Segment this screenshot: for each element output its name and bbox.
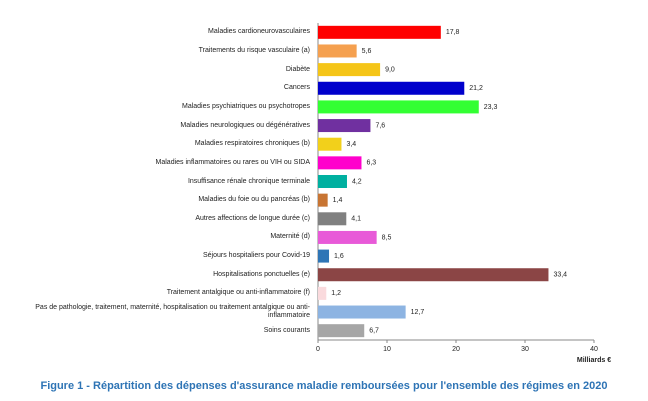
- value-label: 9,0: [385, 66, 395, 73]
- bar: [318, 324, 365, 338]
- bar: [318, 193, 328, 207]
- chart-title: Figure 1 - Répartition des dépenses d'as…: [40, 380, 608, 392]
- x-tick-label: 10: [383, 346, 391, 353]
- x-axis-label: Milliards €: [577, 357, 611, 364]
- y-tick-label: Maladies cardioneurovasculaires: [208, 28, 310, 36]
- bar: [318, 44, 357, 58]
- y-tick-label: Autres affections de longue durée (c): [195, 214, 310, 222]
- bar: [318, 25, 441, 39]
- value-label: 8,5: [382, 234, 392, 241]
- bar: [318, 249, 330, 263]
- value-label: 23,3: [484, 104, 498, 111]
- y-tick-label: Hospitalisations ponctuelles (e): [213, 270, 310, 278]
- y-tick-label: Soins courants: [263, 326, 310, 334]
- y-tick-label: Insuffisance rénale chronique terminale: [187, 177, 310, 185]
- value-label: 6,7: [369, 328, 379, 335]
- y-tick-label: Pas de pathologie, traitement, maternité…: [35, 304, 310, 320]
- bar: [318, 212, 347, 226]
- y-tick-label: Séjours hospitaliers pour Covid-19: [203, 252, 310, 260]
- bar: [318, 268, 549, 282]
- y-tick-label: Maladies du foie ou du pancréas (b): [198, 196, 310, 204]
- y-tick-label: Maladies neurologiques ou dégénératives: [180, 121, 310, 129]
- x-tick-label: 0: [316, 346, 320, 353]
- y-tick-label: Cancers: [283, 84, 310, 92]
- value-label: 6,3: [366, 160, 376, 167]
- value-label: 21,2: [469, 85, 483, 92]
- value-label: 3,4: [346, 141, 356, 148]
- bar: [318, 156, 362, 170]
- value-label: 17,8: [446, 29, 460, 36]
- x-tick-label: 40: [590, 346, 598, 353]
- y-tick-label: Maternité (d): [270, 233, 310, 241]
- y-tick-label: Maladies inflammatoires ou rares ou VIH …: [155, 158, 310, 166]
- bar: [318, 63, 381, 77]
- x-tick-label: 20: [452, 346, 460, 353]
- value-label: 1,6: [334, 253, 344, 260]
- value-label: 12,7: [411, 309, 425, 316]
- y-tick-label: Maladies psychiatriques ou psychotropes: [181, 102, 310, 110]
- bar: [318, 305, 406, 319]
- y-tick-label: Traitement antalgique ou anti-inflammato…: [166, 289, 310, 297]
- bar: [318, 81, 465, 95]
- bar: [318, 100, 479, 114]
- y-tick-label: Diabète: [285, 65, 310, 73]
- value-label: 1,4: [333, 197, 343, 204]
- value-label: 1,2: [331, 290, 341, 297]
- bar: [318, 119, 371, 133]
- bar: [318, 175, 347, 188]
- value-label: 4,2: [352, 178, 362, 185]
- bar: [318, 230, 377, 244]
- x-tick-label: 30: [521, 346, 529, 353]
- bar: [318, 137, 342, 151]
- y-tick-label: Traitements du risque vasculaire (a): [198, 46, 310, 54]
- y-tick-label: Maladies respiratoires chroniques (b): [194, 140, 310, 148]
- value-label: 4,1: [351, 216, 361, 223]
- bar: [318, 286, 327, 300]
- value-label: 33,4: [553, 272, 567, 279]
- value-label: 7,6: [375, 122, 385, 129]
- value-label: 5,6: [362, 48, 372, 55]
